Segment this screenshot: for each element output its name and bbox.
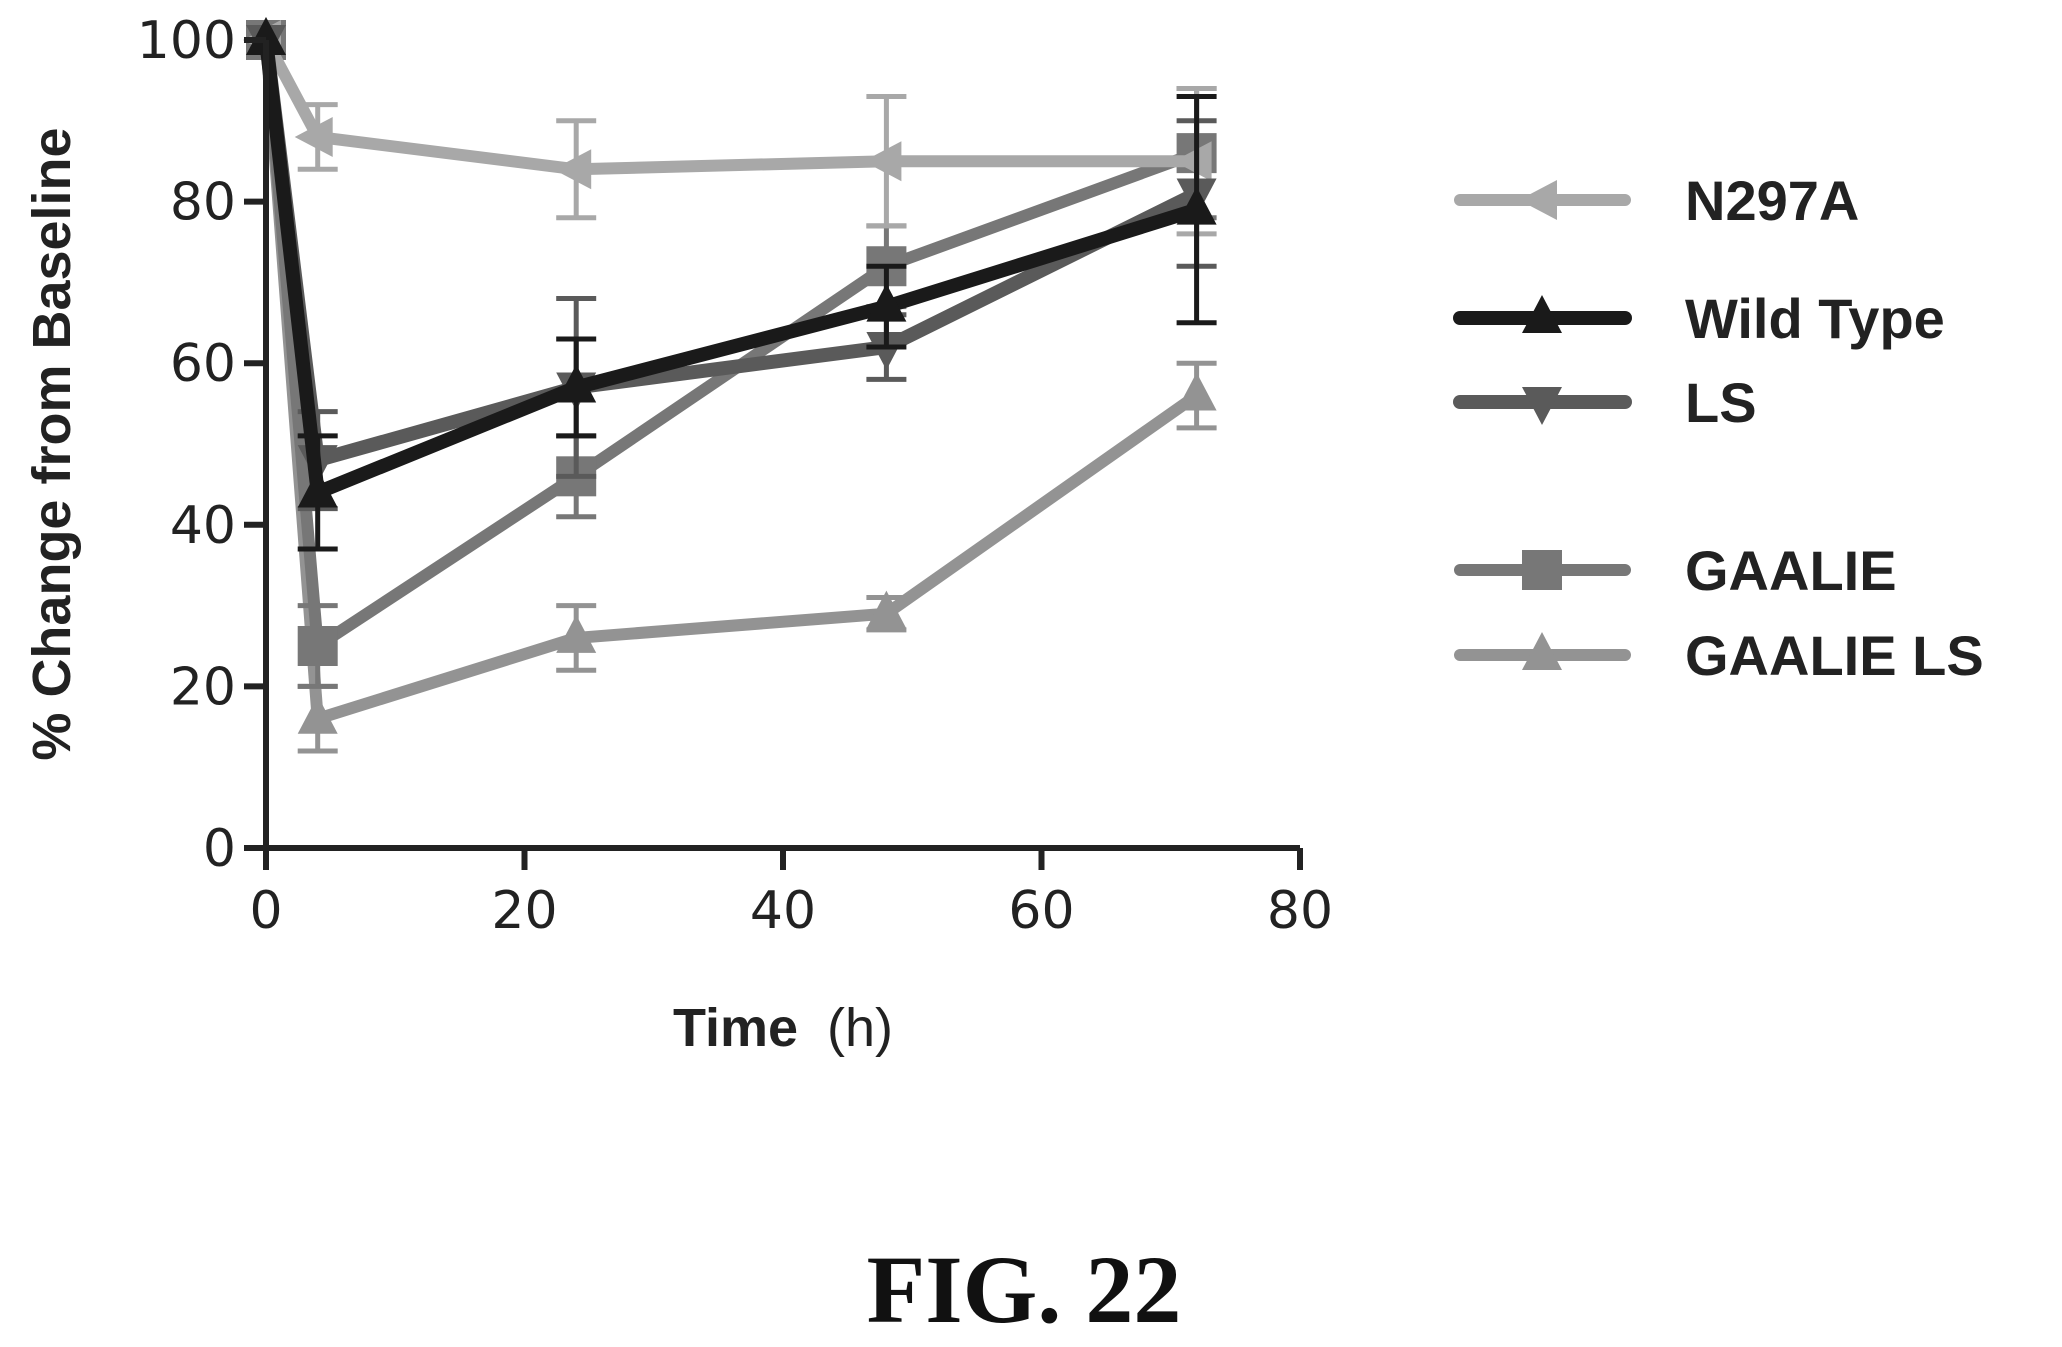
y-tick-label: 20 [170,657,236,717]
y-tick-label: 60 [170,334,236,394]
legend-item: GAALIE [1460,539,1897,602]
x-axis-title-main: Time [673,998,798,1058]
legend-marker [1522,550,1562,590]
x-tick-label: 40 [750,881,816,941]
data-point [1177,373,1217,411]
legend-item: N297A [1460,169,1859,232]
y-tick-label: 80 [170,173,236,233]
series-wild-type [246,17,1217,549]
y-tick-label: 40 [170,496,236,556]
legend-label: GAALIE LS [1685,624,1984,687]
y-tick-label: 100 [137,11,236,71]
legend-label: N297A [1685,169,1859,232]
x-tick-label: 80 [1267,881,1333,941]
data-point [863,141,901,181]
figure-caption: FIG. 22 [867,1236,1182,1343]
legend-item: LS [1460,371,1757,434]
series-layer [243,17,1217,751]
data-point [553,149,591,189]
legend-item: Wild Type [1460,287,1945,350]
x-tick-label: 60 [1008,881,1074,941]
legend-label: GAALIE [1685,539,1897,602]
legend-label: LS [1685,371,1757,434]
y-tick-label: 0 [203,819,236,879]
y-axis-title: % Change from Baseline [22,127,82,760]
legend-item: GAALIE LS [1460,624,1984,687]
x-tick-label: 20 [491,881,557,941]
series-line [266,40,1197,169]
x-axis-title-unit: (h) [827,998,893,1058]
series-line [266,40,1197,719]
series-ls [246,25,1217,509]
legend-marker [1519,180,1557,220]
legend: N297A Wild Type LS GAALIE GAALIE LS [1460,169,1984,687]
series-gaalie-ls [246,17,1217,751]
data-point [298,626,338,666]
x-axis-title: Time (h) [673,998,893,1058]
legend-label: Wild Type [1685,287,1945,350]
x-tick-label: 0 [249,881,282,941]
